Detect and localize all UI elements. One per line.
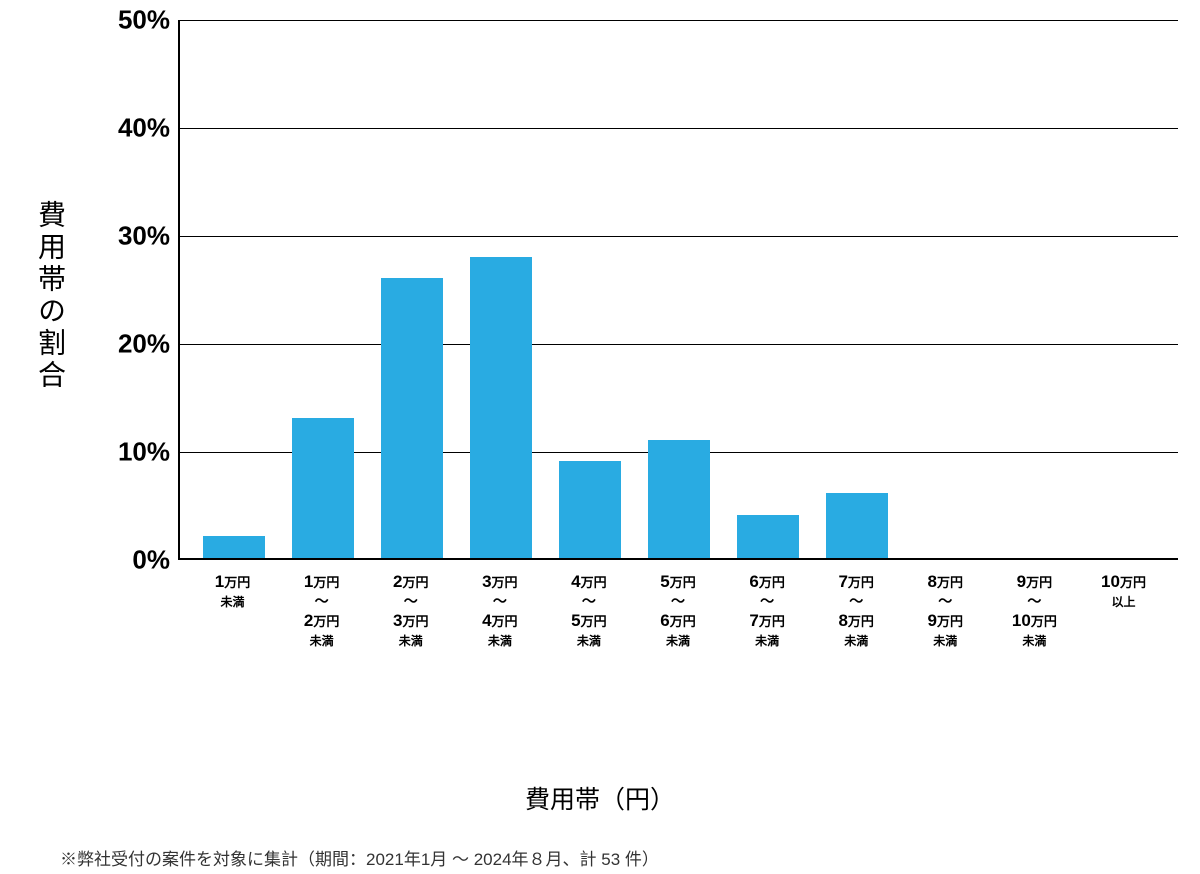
bar: [737, 515, 799, 558]
x-tick-label: 5万円〜6万円未満: [633, 570, 722, 650]
bars-group: [180, 20, 1178, 558]
plot-area: [178, 20, 1178, 560]
bar: [203, 536, 265, 558]
bar-slot: [812, 20, 901, 558]
y-tick-label: 0%: [132, 545, 170, 576]
x-axis-label: 費用帯（円）: [0, 780, 1200, 816]
bar-slot: [990, 20, 1079, 558]
bar: [648, 440, 710, 558]
x-tick-label: 1万円未満: [188, 570, 277, 650]
bar-slot: [1079, 20, 1168, 558]
bar-slot: [723, 20, 812, 558]
x-tick-label: 4万円〜5万円未満: [544, 570, 633, 650]
y-tick-label: 20%: [118, 329, 170, 360]
y-tick-label: 40%: [118, 113, 170, 144]
bar: [381, 278, 443, 558]
x-labels-group: 1万円未満1万円〜2万円未満2万円〜3万円未満3万円〜4万円未満4万円〜5万円未…: [178, 570, 1178, 650]
x-tick-label: 10万円以上: [1079, 570, 1168, 650]
x-tick-label: 6万円〜7万円未満: [723, 570, 812, 650]
footnote: ※弊社受付の案件を対象に集計（期間：2021年1月 ～ 2024年８月、計 53…: [60, 845, 659, 870]
x-tick-label: 8万円〜9万円未満: [901, 570, 990, 650]
bar: [559, 461, 621, 558]
bar: [292, 418, 354, 558]
x-tick-label: 3万円〜4万円未満: [455, 570, 544, 650]
x-tick-label: 7万円〜8万円未満: [812, 570, 901, 650]
bar-slot: [901, 20, 990, 558]
x-tick-label: 2万円〜3万円未満: [366, 570, 455, 650]
bar: [826, 493, 888, 558]
x-tick-label: 9万円〜10万円未満: [990, 570, 1079, 650]
chart-container: 0%10%20%30%40%50% 1万円未満1万円〜2万円未満2万円〜3万円未…: [70, 20, 1180, 640]
x-tick-label: 1万円〜2万円未満: [277, 570, 366, 650]
bar-slot: [279, 20, 368, 558]
bar-slot: [190, 20, 279, 558]
y-tick-label: 30%: [118, 221, 170, 252]
bar-slot: [368, 20, 457, 558]
bar-slot: [635, 20, 724, 558]
bar: [470, 257, 532, 558]
y-tick-label: 50%: [118, 5, 170, 36]
bar-slot: [546, 20, 635, 558]
bar-slot: [457, 20, 546, 558]
y-axis-label: 費用帯の割合: [30, 200, 70, 392]
y-tick-label: 10%: [118, 437, 170, 468]
